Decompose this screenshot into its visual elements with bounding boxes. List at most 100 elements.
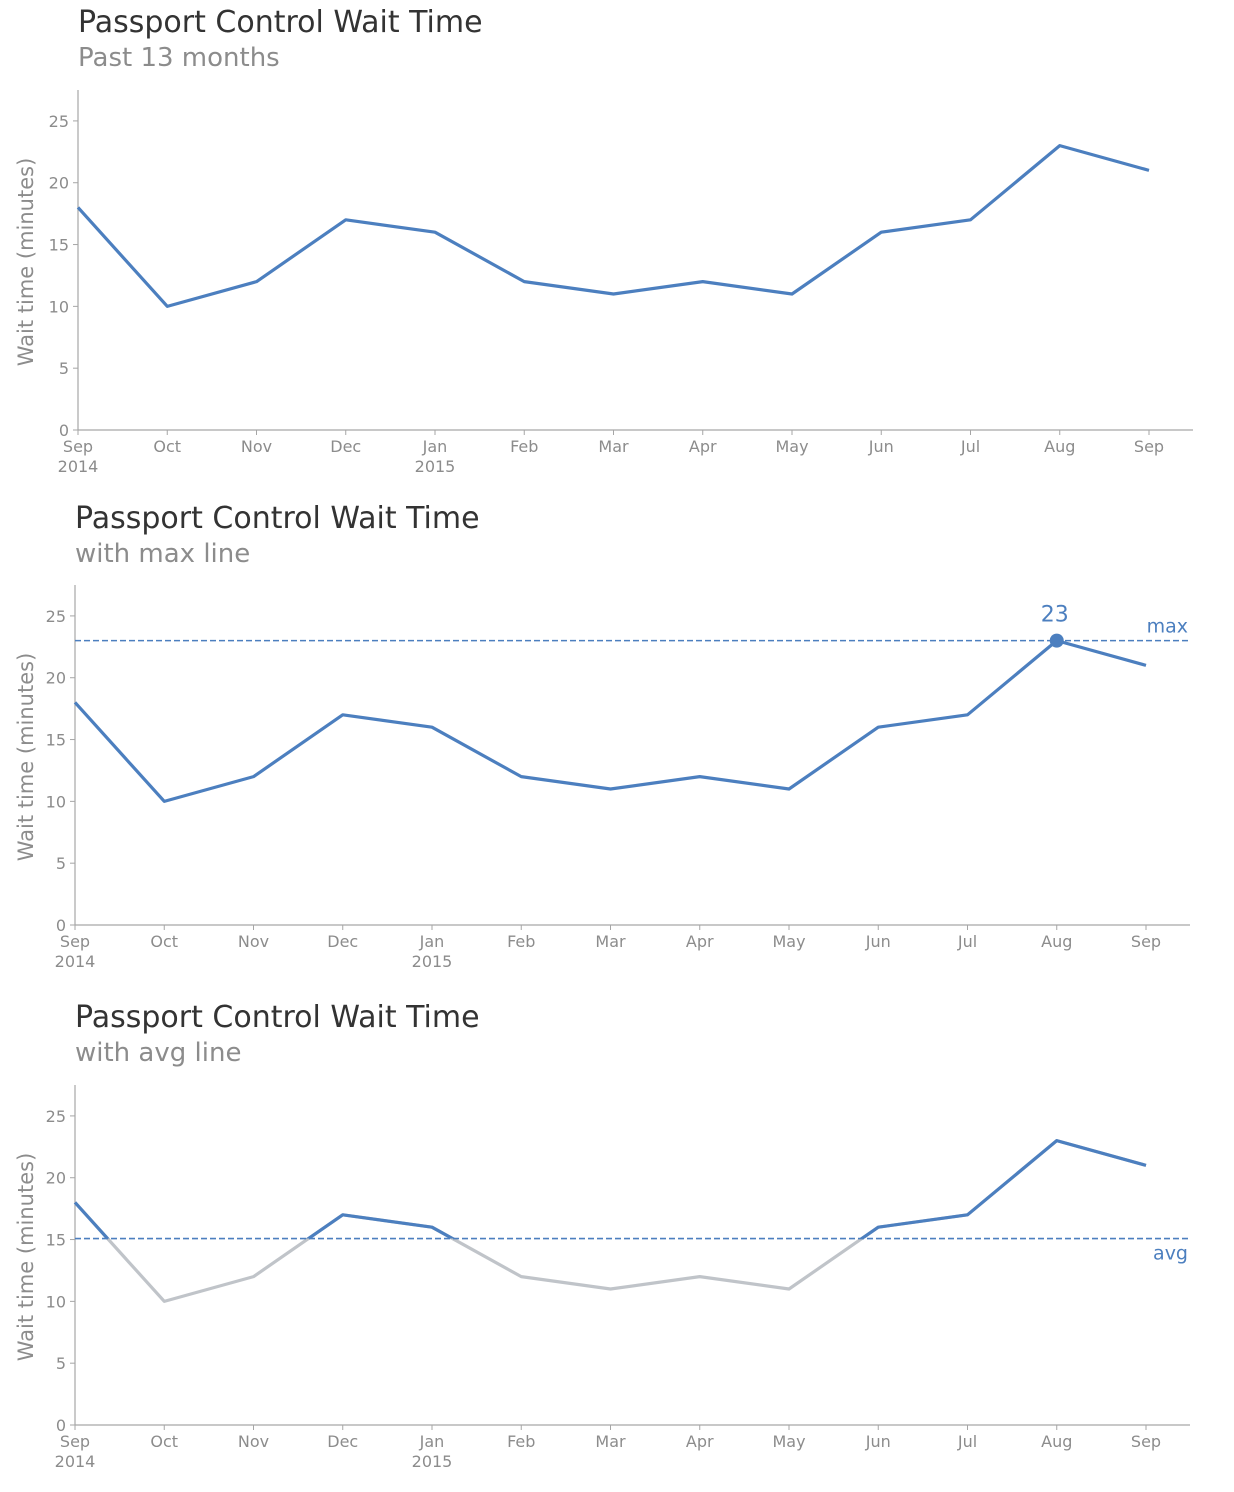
data-point [341,1213,344,1216]
y-axis-label: Wait time (minutes) [14,653,38,862]
y-tick-label: 10 [49,297,69,316]
data-point [609,787,612,790]
data-point [344,218,347,221]
x-tick-label: Mar [598,437,629,456]
data-point [1058,144,1061,147]
x-tick-label: Aug [1041,932,1072,951]
y-tick-label: 0 [59,421,69,440]
x-tick-label: Dec [327,1432,358,1451]
data-point [252,1275,255,1278]
x-tick-label: Sep [1131,932,1161,951]
data-point [520,775,523,778]
data-point [787,1287,790,1290]
data-point [966,1213,969,1216]
y-tick-label: 5 [56,854,66,873]
x-tick-label: Oct [150,932,178,951]
chart-panel-past-13-months: Passport Control Wait Time Past 13 month… [0,0,1234,490]
y-axis-label: Wait time (minutes) [14,1153,38,1362]
x-tick-label: Jul [957,1432,977,1451]
y-tick-label: 5 [59,359,69,378]
y-tick-label: 20 [46,669,66,688]
x-tick-label: Aug [1044,437,1075,456]
y-tick-label: 5 [56,1354,66,1373]
x-tick-label: Jun [865,932,891,951]
data-point [969,218,972,221]
chart-title: Passport Control Wait Time [78,5,483,40]
max-point-label: 23 [1041,603,1069,628]
data-point [698,1275,701,1278]
x-tick-label: May [772,932,805,951]
y-tick-label: 25 [46,607,66,626]
x-tick-label: Apr [689,437,717,456]
data-point [163,800,166,803]
x-tick-label: Jan [422,437,448,456]
x-tick-label: May [775,437,808,456]
data-point [430,726,433,729]
x-tick-year-label: 2014 [58,457,99,476]
data-point [166,305,169,308]
y-tick-label: 15 [46,1231,66,1250]
x-tick-year-label: 2015 [415,457,456,476]
x-tick-year-label: 2015 [412,1452,453,1471]
reference-line-label: avg [1153,1243,1188,1265]
x-tick-label: Feb [507,932,535,951]
data-point [1144,664,1147,667]
data-point [523,280,526,283]
data-point [698,775,701,778]
data-point [790,292,793,295]
x-tick-label: Nov [238,932,269,951]
y-tick-label: 0 [56,916,66,935]
y-tick-label: 10 [46,1292,66,1311]
data-point [787,787,790,790]
chart-subtitle: Past 13 months [78,43,280,73]
x-tick-label: Sep [1131,1432,1161,1451]
y-tick-label: 20 [49,174,69,193]
chart-subtitle: with avg line [75,1038,242,1068]
y-tick-label: 20 [46,1169,66,1188]
data-point [255,280,258,283]
y-tick-label: 15 [46,731,66,750]
data-point [76,206,79,209]
y-axis-label: Wait time (minutes) [14,158,38,367]
x-tick-year-label: 2014 [55,1452,96,1471]
data-point [612,292,615,295]
x-tick-label: Apr [686,1432,714,1451]
data-point [1147,169,1150,172]
x-tick-label: May [772,1432,805,1451]
x-tick-label: Dec [330,437,361,456]
x-tick-year-label: 2014 [55,952,96,971]
x-tick-label: Nov [241,437,272,456]
data-point [880,231,883,234]
x-tick-label: Sep [1134,437,1164,456]
x-tick-label: Sep [63,437,93,456]
chart-subtitle: with max line [75,539,251,569]
chart-panel-avg-line: Passport Control Wait Time with avg line… [0,995,1234,1485]
x-tick-label: Jun [865,1432,891,1451]
x-tick-label: Feb [507,1432,535,1451]
data-point [1144,1164,1147,1167]
series-line-above-avg [73,1139,1147,1239]
chart-title: Passport Control Wait Time [75,1000,480,1035]
chart-title: Passport Control Wait Time [75,501,480,536]
x-tick-label: Aug [1041,1432,1072,1451]
y-tick-label: 10 [46,792,66,811]
x-tick-year-label: 2015 [412,952,453,971]
data-point [701,280,704,283]
y-tick-label: 25 [49,112,69,131]
data-point [1055,1139,1058,1142]
data-point [966,713,969,716]
data-point [73,1201,76,1204]
max-point-marker [1049,633,1064,648]
chart-panel-max-line: Passport Control Wait Time with max line… [0,495,1234,985]
series-line [76,144,1150,308]
reference-line-label: max [1147,616,1188,638]
x-tick-label: Sep [60,932,90,951]
x-tick-label: Jan [419,1432,445,1451]
x-tick-label: Oct [150,1432,178,1451]
series-line-below-avg [73,1139,1147,1303]
data-point [252,775,255,778]
x-tick-label: Jul [957,932,977,951]
y-tick-label: 0 [56,1416,66,1435]
y-tick-label: 25 [46,1107,66,1126]
